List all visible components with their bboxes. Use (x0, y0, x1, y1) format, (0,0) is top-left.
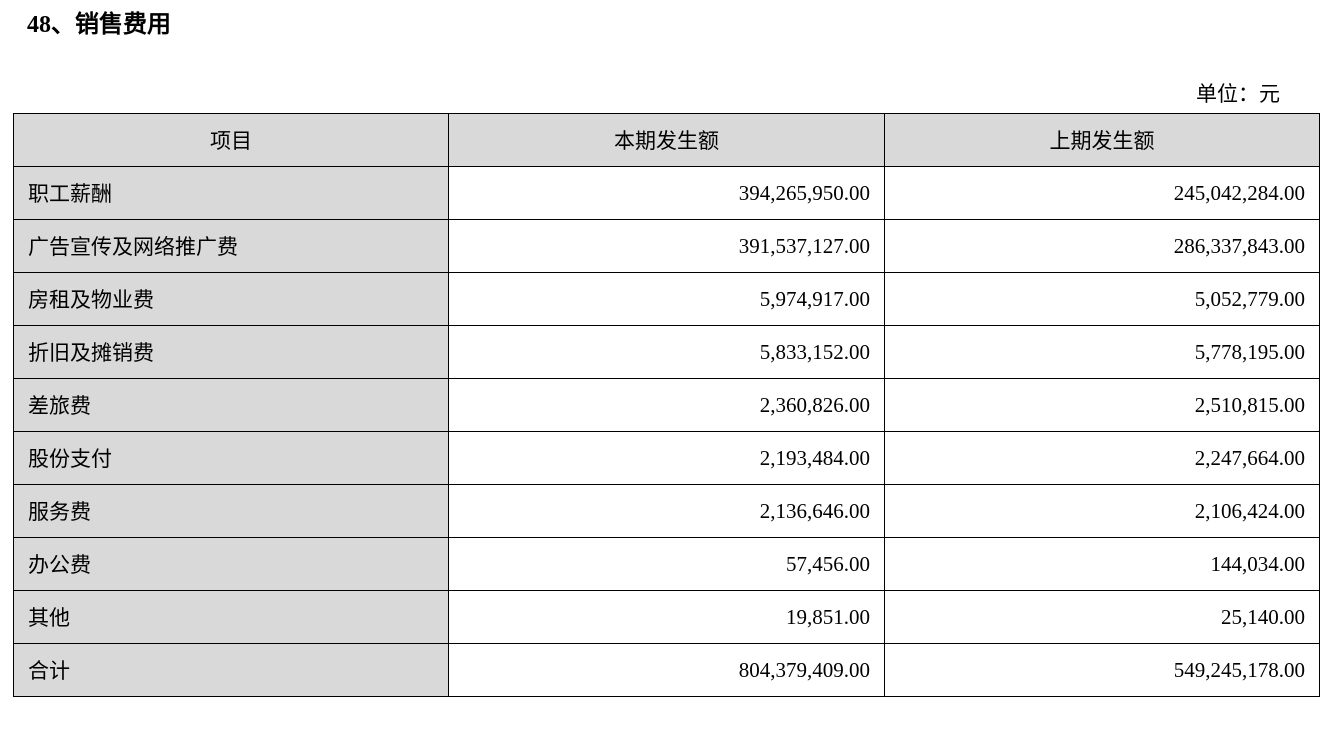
column-header: 本期发生额 (448, 113, 885, 167)
row-label: 服务费 (13, 484, 449, 538)
amount-cell: 2,136,646.00 (448, 484, 885, 538)
amount-cell: 2,510,815.00 (884, 378, 1320, 432)
amount-cell: 57,456.00 (448, 537, 885, 591)
unit-label: 单位：元 (1196, 82, 1280, 106)
amount-cell: 144,034.00 (884, 537, 1320, 591)
amount-cell: 391,537,127.00 (448, 219, 885, 273)
amount-cell: 2,247,664.00 (884, 431, 1320, 485)
amount-cell: 19,851.00 (448, 590, 885, 644)
table-row: 其他 19,851.00 25,140.00 (13, 590, 1320, 644)
table-row: 房租及物业费 5,974,917.00 5,052,779.00 (13, 272, 1320, 326)
table-row: 服务费 2,136,646.00 2,106,424.00 (13, 484, 1320, 538)
table-row: 折旧及摊销费 5,833,152.00 5,778,195.00 (13, 325, 1320, 379)
amount-cell: 394,265,950.00 (448, 166, 885, 220)
amount-cell: 25,140.00 (884, 590, 1320, 644)
row-label: 折旧及摊销费 (13, 325, 449, 379)
table-row: 职工薪酬 394,265,950.00 245,042,284.00 (13, 166, 1320, 220)
table-body: 职工薪酬 394,265,950.00 245,042,284.00 广告宣传及网络推… (13, 166, 1320, 697)
row-label: 广告宣传及网络推广费 (13, 219, 449, 273)
table-header: 项目 本期发生额 上期发生额 (13, 113, 1320, 167)
column-header: 项目 (13, 113, 449, 167)
table-row: 合计 804,379,409.00 549,245,178.00 (13, 643, 1320, 697)
row-label: 职工薪酬 (13, 166, 449, 220)
row-label: 差旅费 (13, 378, 449, 432)
amount-cell: 245,042,284.00 (884, 166, 1320, 220)
section-title: 48、销售费用 (27, 12, 171, 38)
header-row: 项目 本期发生额 上期发生额 (13, 113, 1320, 167)
table-row: 办公费 57,456.00 144,034.00 (13, 537, 1320, 591)
row-label: 合计 (13, 643, 449, 697)
amount-cell: 2,193,484.00 (448, 431, 885, 485)
column-header: 上期发生额 (884, 113, 1320, 167)
amount-cell: 286,337,843.00 (884, 219, 1320, 273)
amount-cell: 2,360,826.00 (448, 378, 885, 432)
table-row: 广告宣传及网络推广费 391,537,127.00 286,337,843.00 (13, 219, 1320, 273)
amount-cell: 5,974,917.00 (448, 272, 885, 326)
amount-cell: 549,245,178.00 (884, 643, 1320, 697)
amount-cell: 5,052,779.00 (884, 272, 1320, 326)
table-row: 差旅费 2,360,826.00 2,510,815.00 (13, 378, 1320, 432)
amount-cell: 5,833,152.00 (448, 325, 885, 379)
row-label: 股份支付 (13, 431, 449, 485)
amount-cell: 5,778,195.00 (884, 325, 1320, 379)
amount-cell: 804,379,409.00 (448, 643, 885, 697)
row-label: 房租及物业费 (13, 272, 449, 326)
expense-table: 项目 本期发生额 上期发生额 职工薪酬 394,265,950.00 245,042,2… (13, 113, 1320, 697)
table-row: 股份支付 2,193,484.00 2,247,664.00 (13, 431, 1320, 485)
row-label: 其他 (13, 590, 449, 644)
amount-cell: 2,106,424.00 (884, 484, 1320, 538)
row-label: 办公费 (13, 537, 449, 591)
